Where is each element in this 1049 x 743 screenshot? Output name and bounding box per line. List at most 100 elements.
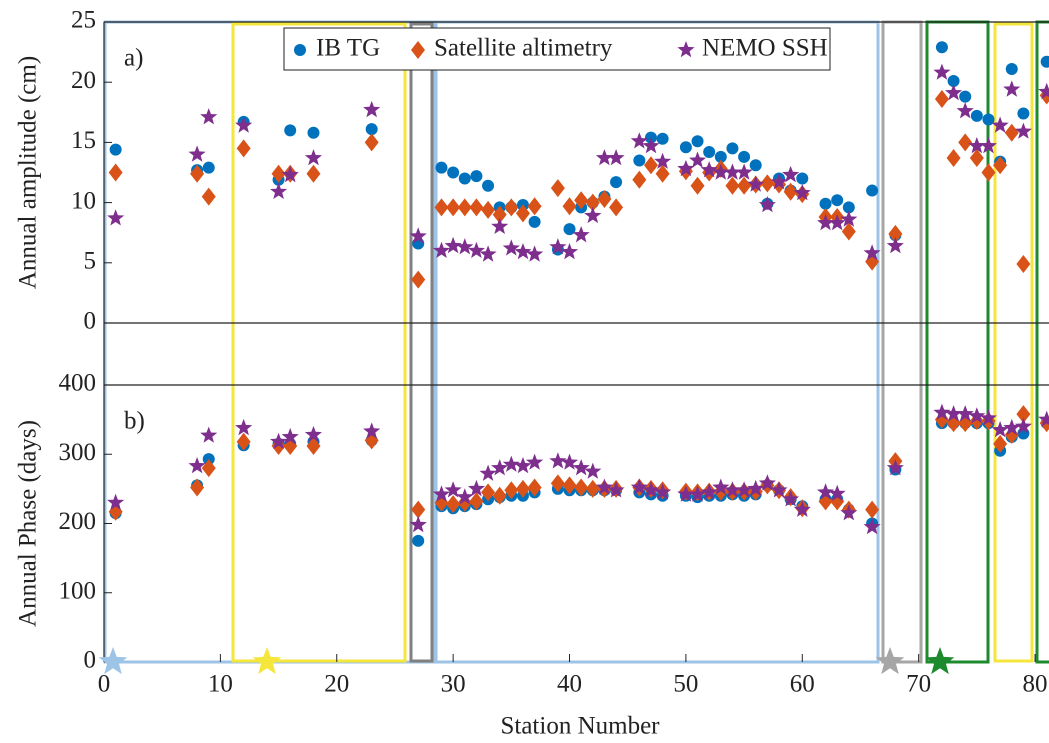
- point: [1014, 417, 1032, 434]
- panel-label: b): [124, 408, 145, 435]
- y-tick-label: 300: [59, 439, 97, 466]
- point: [970, 109, 983, 122]
- point: [609, 198, 624, 217]
- point: [504, 481, 519, 500]
- point: [760, 174, 775, 193]
- region-box: [434, 20, 880, 664]
- point: [294, 44, 306, 56]
- point: [446, 495, 461, 514]
- point: [515, 204, 530, 223]
- point: [446, 198, 461, 217]
- point: [630, 478, 648, 495]
- point: [1003, 80, 1021, 97]
- region-box: [881, 20, 923, 664]
- point: [968, 137, 986, 154]
- point: [514, 243, 532, 260]
- point: [482, 179, 495, 192]
- point: [412, 534, 425, 547]
- point: [841, 222, 856, 241]
- point: [271, 164, 286, 183]
- point: [793, 184, 811, 201]
- point: [514, 457, 532, 474]
- point: [654, 152, 672, 169]
- point: [444, 236, 462, 254]
- point: [109, 143, 122, 156]
- point: [306, 436, 321, 455]
- point: [735, 163, 753, 180]
- point: [689, 485, 707, 502]
- y-tick-label: 10: [71, 187, 96, 214]
- point: [1016, 405, 1031, 424]
- point: [735, 481, 753, 498]
- point: [467, 479, 485, 497]
- point: [958, 133, 973, 152]
- point: [723, 163, 741, 180]
- point: [886, 459, 904, 476]
- point: [630, 132, 648, 149]
- point: [796, 172, 809, 185]
- point: [956, 405, 974, 422]
- point: [1004, 123, 1019, 142]
- point: [828, 214, 846, 231]
- y-axis-label: Annual amplitude (cm): [15, 56, 42, 289]
- point: [201, 187, 216, 206]
- point: [572, 459, 590, 476]
- point: [467, 241, 485, 258]
- point: [607, 481, 625, 498]
- point: [584, 206, 602, 224]
- y-tick-label: 400: [59, 370, 97, 397]
- point: [946, 149, 961, 168]
- point: [782, 165, 800, 183]
- point: [281, 427, 299, 445]
- point: [107, 209, 125, 226]
- point: [654, 483, 672, 500]
- point: [1016, 255, 1031, 274]
- point: [584, 462, 602, 479]
- point: [409, 515, 427, 533]
- point: [677, 159, 695, 177]
- point: [865, 500, 880, 519]
- point: [969, 149, 984, 168]
- point: [411, 41, 425, 59]
- point: [458, 172, 471, 185]
- point: [747, 175, 765, 192]
- point: [281, 165, 299, 183]
- point: [991, 116, 1009, 133]
- point: [307, 126, 320, 139]
- point: [492, 486, 507, 505]
- point: [597, 189, 612, 208]
- legend-label: NEMO SSH: [702, 35, 828, 62]
- y-tick-label: 5: [84, 248, 97, 275]
- point: [502, 455, 520, 472]
- point: [632, 170, 647, 189]
- point: [1005, 62, 1018, 75]
- point: [190, 164, 205, 183]
- point: [563, 223, 576, 236]
- y-tick-label: 15: [71, 127, 96, 154]
- point: [456, 238, 474, 255]
- point: [679, 141, 692, 154]
- point: [585, 193, 600, 212]
- point: [284, 124, 297, 137]
- point: [549, 452, 567, 469]
- point: [200, 426, 218, 443]
- point: [202, 161, 215, 174]
- point: [643, 156, 658, 175]
- point: [304, 425, 322, 443]
- point: [782, 490, 800, 507]
- point: [306, 164, 321, 183]
- point: [655, 164, 670, 183]
- point: [677, 485, 695, 502]
- point: [817, 483, 835, 500]
- point: [444, 481, 462, 498]
- point: [479, 464, 497, 481]
- point: [607, 149, 625, 166]
- point: [550, 179, 565, 198]
- region-star: [875, 647, 905, 675]
- point: [574, 191, 589, 210]
- point: [947, 74, 960, 87]
- point: [435, 161, 448, 174]
- point: [108, 163, 123, 182]
- point: [572, 226, 590, 243]
- point: [758, 196, 776, 213]
